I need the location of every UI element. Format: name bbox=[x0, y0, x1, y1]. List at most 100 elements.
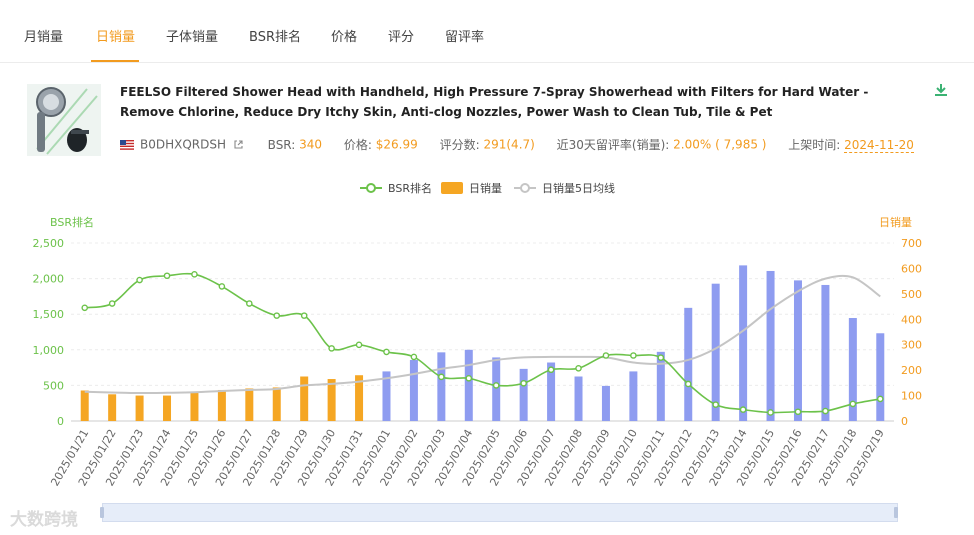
watermark: 大数跨境 bbox=[10, 510, 78, 530]
sales-bar bbox=[163, 395, 172, 421]
bsr-point bbox=[575, 365, 582, 372]
sales-bar bbox=[492, 357, 501, 421]
bsr-point bbox=[328, 345, 335, 352]
bsr-point bbox=[657, 354, 665, 361]
bsr-point bbox=[300, 312, 308, 319]
bsr-point bbox=[876, 395, 884, 403]
review-rate-value: 2.00% ( 7,985 ) bbox=[673, 137, 767, 152]
bsr-point bbox=[355, 341, 363, 349]
sales-bar bbox=[464, 349, 473, 421]
sales-bar bbox=[766, 270, 775, 421]
right-tick-label: 400 bbox=[901, 313, 922, 326]
left-axis-title: BSR排名 bbox=[50, 215, 94, 229]
us-flag-icon bbox=[120, 139, 134, 150]
bsr-point bbox=[108, 300, 116, 307]
sales-bar bbox=[409, 359, 418, 421]
left-tick-label: 500 bbox=[43, 379, 64, 392]
sales-bar bbox=[300, 376, 309, 421]
bsr-point bbox=[218, 283, 226, 290]
bsr-point bbox=[849, 400, 857, 408]
bsr-point bbox=[465, 374, 473, 382]
legend-ma5[interactable]: 日销量5日均线 bbox=[514, 181, 615, 195]
bsr-point bbox=[492, 382, 500, 389]
sales-bar bbox=[437, 352, 446, 421]
right-axis-title: 日销量 bbox=[879, 215, 912, 229]
bsr-point bbox=[739, 406, 747, 413]
tab-bar: 月销量 日销量 子体销量 BSR排名 价格 评分 留评率 bbox=[0, 0, 974, 63]
rating-value: 291(4.7) bbox=[483, 137, 535, 152]
sales-bar bbox=[80, 390, 89, 421]
tab-daily-sales[interactable]: 日销量 bbox=[96, 30, 136, 45]
sales-bar bbox=[711, 283, 720, 421]
left-tick-label: 1,000 bbox=[33, 344, 65, 357]
sales-bar bbox=[272, 387, 281, 421]
download-icon[interactable] bbox=[933, 82, 949, 98]
legend-daily-sales-label: 日销量 bbox=[469, 181, 502, 195]
tab-bsr-rank[interactable]: BSR排名 bbox=[249, 30, 301, 45]
tab-rating[interactable]: 评分 bbox=[388, 30, 415, 45]
tab-review-rate[interactable]: 留评率 bbox=[445, 30, 485, 45]
product-meta: B0DHXQRDSH BSR: 340 价格: $26.99 评分数: 291(… bbox=[120, 136, 914, 153]
tab-variant-sales[interactable]: 子体销量 bbox=[166, 30, 219, 45]
bsr-point bbox=[163, 272, 171, 280]
bsr-value: 340 bbox=[299, 137, 323, 152]
tab-price[interactable]: 价格 bbox=[331, 30, 358, 45]
bsr-point bbox=[712, 401, 719, 408]
sales-bar bbox=[684, 307, 693, 421]
chart-zoom-slider[interactable] bbox=[102, 503, 898, 522]
bsr-point bbox=[438, 373, 445, 381]
sales-bar bbox=[547, 362, 556, 421]
sales-bar bbox=[656, 351, 665, 421]
review-rate-label: 近30天留评率(销量): bbox=[556, 138, 670, 152]
legend-ma5-label: 日销量5日均线 bbox=[542, 181, 615, 195]
bsr-point bbox=[273, 312, 281, 319]
legend-bsr-label: BSR排名 bbox=[388, 181, 432, 195]
bsr-point bbox=[794, 408, 802, 416]
bsr-point bbox=[822, 407, 829, 415]
bsr-point bbox=[767, 409, 774, 416]
external-link-icon[interactable] bbox=[233, 139, 244, 150]
right-tick-label: 200 bbox=[901, 364, 922, 377]
bsr-point bbox=[383, 348, 390, 356]
sales-bar bbox=[793, 280, 802, 421]
sales-bar bbox=[245, 388, 254, 421]
bsr-point bbox=[684, 380, 692, 388]
zoom-handle-right[interactable] bbox=[894, 507, 898, 518]
listed-date-label: 上架时间: bbox=[788, 138, 841, 152]
left-tick-label: 1,500 bbox=[33, 308, 65, 321]
right-tick-label: 700 bbox=[901, 237, 922, 250]
sales-bar bbox=[217, 389, 226, 421]
bsr-point bbox=[547, 366, 555, 374]
bsr-point bbox=[630, 352, 637, 359]
price-value: $26.99 bbox=[375, 137, 418, 152]
sales-bar bbox=[190, 392, 199, 421]
legend-daily-sales[interactable]: 日销量 bbox=[441, 181, 502, 195]
bsr-point bbox=[246, 300, 253, 307]
legend-bsr[interactable]: BSR排名 bbox=[360, 181, 432, 195]
sales-bar bbox=[135, 395, 144, 421]
sales-bar bbox=[629, 371, 638, 421]
sales-bar bbox=[876, 333, 885, 421]
left-tick-label: 2,500 bbox=[33, 237, 65, 250]
right-tick-label: 500 bbox=[901, 288, 922, 301]
sales-bar bbox=[601, 385, 610, 421]
bsr-point bbox=[81, 304, 89, 312]
daily-sales-chart: BSR排名 日销量 日销量5日均线 BSR排名 日销量 2,500 2,000 1,… bbox=[33, 181, 923, 488]
price-label: 价格: bbox=[343, 138, 372, 152]
tab-monthly-sales[interactable]: 月销量 bbox=[24, 30, 64, 45]
bsr-point bbox=[410, 353, 418, 361]
sales-bar bbox=[821, 284, 830, 421]
right-tick-label: 600 bbox=[901, 262, 922, 275]
bsr-label: BSR: bbox=[267, 137, 296, 152]
right-tick-label: 0 bbox=[901, 415, 908, 428]
bsr-point bbox=[520, 379, 527, 387]
sales-bar bbox=[574, 376, 583, 421]
bsr-point bbox=[136, 276, 143, 284]
asin-text[interactable]: B0DHXQRDSH bbox=[140, 137, 227, 152]
zoom-handle-left[interactable] bbox=[100, 507, 104, 518]
left-tick-label: 2,000 bbox=[33, 273, 65, 286]
chart-legend[interactable]: BSR排名 日销量 日销量5日均线 bbox=[360, 181, 615, 195]
sales-bar bbox=[519, 368, 528, 421]
product-thumbnail[interactable] bbox=[27, 84, 101, 156]
product-title: FEELSO Filtered Shower Head with Handhel… bbox=[120, 85, 869, 119]
